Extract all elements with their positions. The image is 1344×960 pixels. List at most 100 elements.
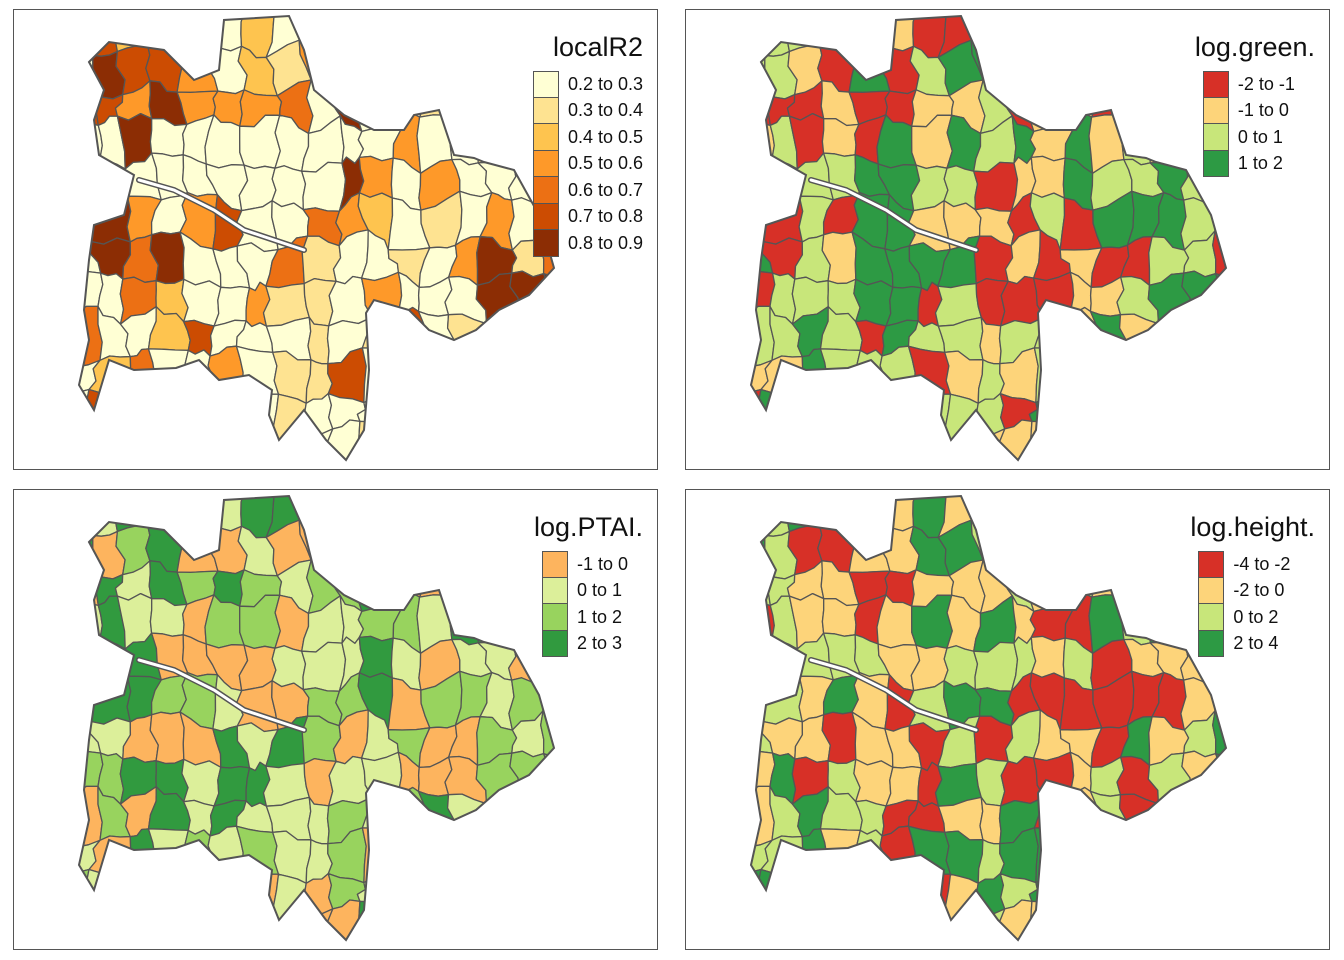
map-zone [751, 76, 771, 127]
legend-item: 0.2 to 0.3 [532, 71, 643, 98]
map-zone [758, 427, 804, 460]
map-zone [1214, 272, 1226, 316]
map-zone [1149, 517, 1192, 575]
map-zone [1061, 344, 1104, 394]
map-zone [1181, 270, 1221, 313]
legend-swatch [1198, 630, 1225, 657]
legend-label: 0.8 to 0.9 [567, 232, 643, 253]
map-zone [510, 785, 550, 837]
map-zone [913, 385, 952, 442]
map-zone [447, 526, 482, 566]
map-zone [1149, 828, 1192, 885]
map-zone [86, 907, 132, 940]
map-zone [1182, 305, 1222, 357]
map-zone [450, 828, 484, 887]
map-zone [543, 311, 554, 352]
map-zone [756, 868, 803, 919]
map-zone [334, 496, 368, 533]
map-zone [1118, 428, 1162, 460]
map-zone [907, 825, 952, 875]
map-zone [1058, 431, 1095, 460]
map-zone [751, 785, 775, 848]
map-zone [969, 908, 1006, 940]
map-zone [358, 635, 394, 679]
legend-swatch [541, 551, 568, 578]
map-zone [241, 385, 280, 442]
map-zone [481, 425, 521, 460]
legend-label: 0 to 2 [1233, 606, 1279, 627]
map-zone [79, 383, 90, 438]
map-zone [446, 428, 490, 460]
map-zone [1122, 348, 1156, 407]
map-zone [447, 46, 482, 86]
map-zone [1212, 429, 1226, 460]
map-zone [1215, 311, 1226, 352]
map-zone [937, 437, 976, 460]
choropleth-map [749, 14, 1228, 462]
map-zone [885, 765, 923, 807]
map-zone [79, 197, 94, 246]
map-zone [819, 348, 861, 399]
map-zone [416, 46, 455, 89]
map-zone [1006, 496, 1040, 533]
map-zone [79, 155, 102, 207]
legend-swatch [532, 177, 559, 204]
map-zone [1189, 905, 1220, 940]
map-zone [418, 388, 455, 440]
map-zone [235, 345, 280, 395]
legend-label: 0.5 to 0.6 [567, 153, 643, 174]
map-zone [756, 388, 803, 439]
map-zone [1070, 567, 1097, 598]
map-zone [1030, 635, 1066, 679]
map-zone [84, 868, 131, 919]
map-zone [446, 908, 490, 940]
map-zone [885, 285, 923, 327]
map-zone [1182, 348, 1222, 406]
map-zone [1150, 564, 1192, 609]
map-zone [1215, 791, 1226, 832]
legend-label: 0 to 1 [576, 580, 622, 601]
legend-swatch [1198, 577, 1225, 604]
map-zone [386, 16, 429, 50]
legend-title: localR2 [552, 32, 643, 62]
map-zone [79, 635, 102, 687]
map-zone [147, 828, 189, 879]
map-zone [450, 348, 484, 407]
map-zone [215, 862, 248, 917]
legend-label: -2 to 0 [1233, 580, 1285, 601]
map-zone [751, 635, 774, 687]
map-zone [821, 900, 860, 940]
river-clyde [137, 178, 306, 252]
map-zone [1058, 496, 1101, 530]
legend-swatch [532, 97, 559, 124]
map-zone [477, 116, 515, 167]
map-zone [418, 428, 459, 460]
map-zone [1004, 526, 1040, 576]
map-zone [479, 397, 522, 441]
legend-swatch [1198, 604, 1225, 631]
legend-item: 0.5 to 0.6 [532, 150, 643, 177]
map-zone [146, 496, 188, 531]
map-zone [821, 389, 860, 428]
map-zone [79, 900, 93, 940]
map-zone [1189, 425, 1220, 460]
legend-item: 0.6 to 0.7 [532, 177, 643, 204]
city-boundary [77, 14, 556, 462]
map-zone [1027, 496, 1067, 528]
map-zone [265, 917, 304, 940]
map-zone [751, 305, 775, 368]
map-zone [758, 907, 804, 940]
map-zone [448, 16, 484, 59]
legend-label: 0.2 to 0.3 [567, 73, 643, 94]
map-zone [1090, 428, 1131, 460]
map-zone [796, 902, 832, 940]
map-zone [907, 345, 952, 395]
map-zone [355, 16, 395, 48]
map-zone [1058, 521, 1097, 579]
legend-item: 0.4 to 0.5 [532, 124, 643, 151]
map-zone [1006, 16, 1040, 53]
map-zone [751, 863, 762, 918]
map-zone [1087, 16, 1127, 52]
map-zone [184, 16, 209, 56]
legend-title: log.PTAI. [533, 512, 643, 542]
